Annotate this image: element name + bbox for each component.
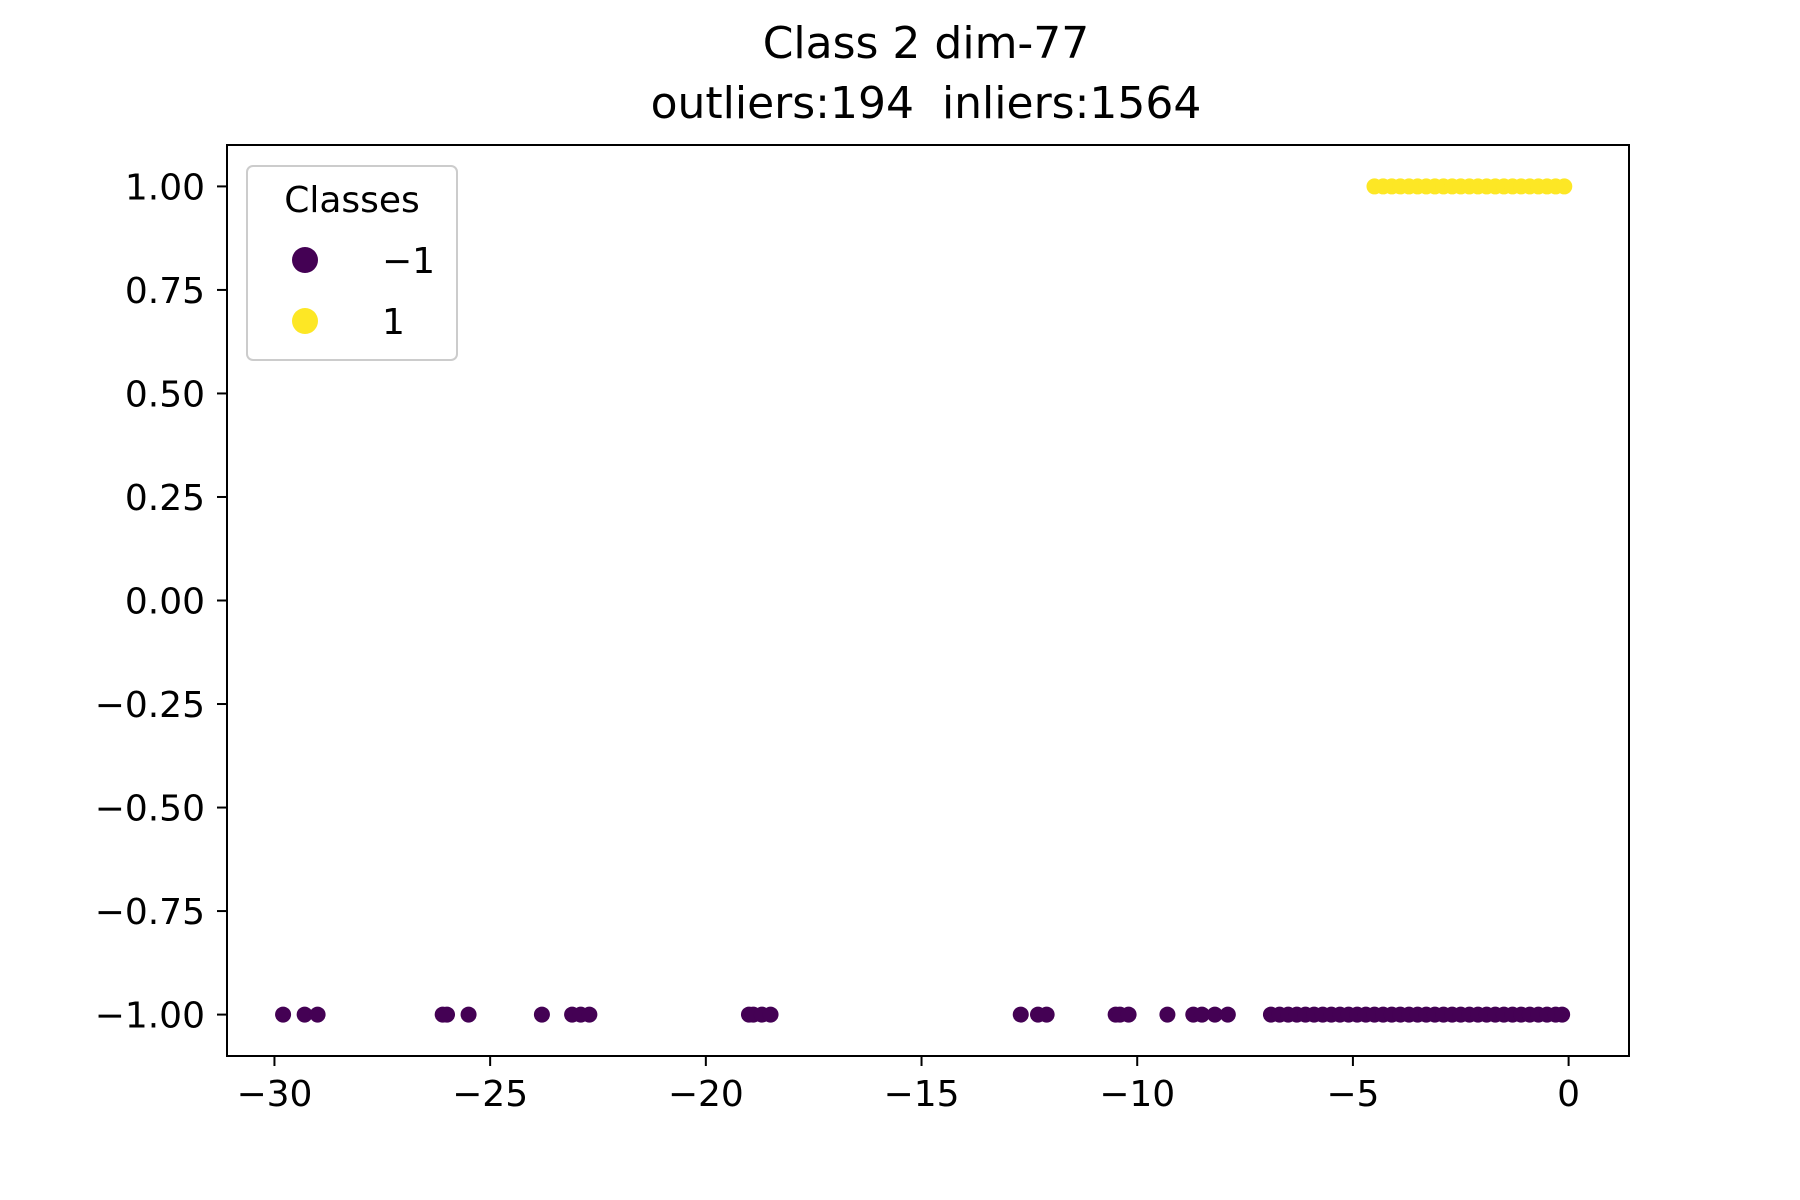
legend-marker (292, 247, 318, 273)
y-tick-label: −0.25 (95, 685, 205, 726)
data-point (460, 1006, 477, 1023)
y-tick-label: 0.75 (125, 271, 205, 312)
x-tick-label: −25 (452, 1074, 528, 1115)
data-point (581, 1006, 598, 1023)
data-point (309, 1006, 326, 1023)
x-axis: −30 −25 −20 −15 −10 −5 0 (236, 1056, 1580, 1115)
y-tick-label: 0.00 (125, 582, 205, 623)
y-tick-label: 1.00 (125, 167, 205, 208)
chart-subtitle: outliers:194 inliers:1564 (651, 78, 1202, 129)
data-points (275, 178, 1573, 1023)
x-tick-label: −20 (668, 1074, 744, 1115)
data-point (1012, 1006, 1029, 1023)
legend-marker (292, 308, 318, 334)
series-0 (275, 1006, 1571, 1023)
data-point (1206, 1006, 1223, 1023)
x-tick-label: −10 (1099, 1074, 1175, 1115)
x-tick-label: −15 (884, 1074, 960, 1115)
data-point (533, 1006, 550, 1023)
data-point (1038, 1006, 1055, 1023)
y-tick-label: −0.50 (95, 789, 205, 830)
legend: Classes −1 1 (246, 165, 458, 361)
y-tick-label: −0.75 (95, 892, 205, 933)
legend-title: Classes (284, 180, 420, 221)
data-point (1219, 1006, 1236, 1023)
y-tick-label: −1.00 (95, 996, 205, 1037)
data-point (1193, 1006, 1210, 1023)
x-tick-label: 0 (1557, 1074, 1580, 1115)
y-tick-label: 0.25 (125, 478, 205, 519)
data-point (1556, 178, 1573, 195)
y-tick-label: 0.50 (125, 374, 205, 415)
axes-frame (226, 144, 1630, 1057)
data-point (1120, 1006, 1137, 1023)
chart-title: Class 2 dim-77 (763, 18, 1090, 69)
y-axis: 1.00 0.75 0.50 0.25 0.00 −0.25 −0.50 −0.75 −1.00 (95, 167, 227, 1037)
series-1 (1366, 178, 1573, 195)
data-point (296, 1006, 313, 1023)
legend-label: −1 (382, 241, 435, 282)
data-point (1159, 1006, 1176, 1023)
data-point (439, 1006, 456, 1023)
legend-label: 1 (382, 302, 405, 343)
data-point (762, 1006, 779, 1023)
data-point (275, 1006, 292, 1023)
data-point (1554, 1006, 1571, 1023)
x-tick-label: −30 (236, 1074, 312, 1115)
x-tick-label: −5 (1326, 1074, 1379, 1115)
